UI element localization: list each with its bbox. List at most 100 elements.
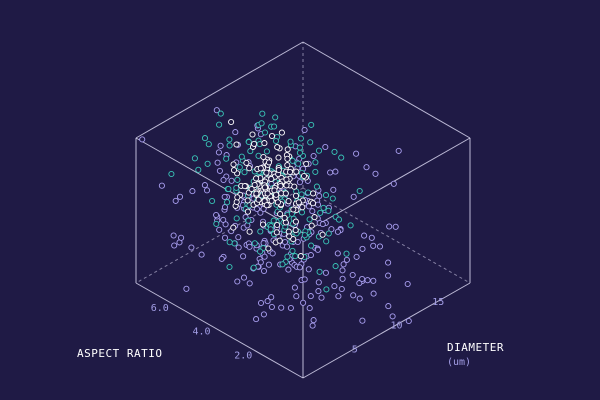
scatter-point [390, 180, 397, 187]
scatter-point [370, 277, 377, 284]
scatter-point [246, 243, 253, 250]
scatter-point [240, 253, 247, 260]
scatter-point [285, 266, 292, 273]
scatter-point [293, 293, 300, 300]
scatter-point [315, 279, 322, 286]
scatter-point [296, 144, 303, 151]
scatter-point [176, 193, 184, 200]
scatter-point [233, 184, 240, 191]
scatter-point [404, 280, 411, 288]
scatter-point [340, 261, 347, 268]
scatter-point [322, 192, 330, 199]
scatter-point [353, 253, 360, 260]
scatter-point [275, 154, 282, 161]
scatter-point [188, 244, 195, 251]
scatter-point [314, 201, 322, 208]
scatter-point [214, 159, 221, 166]
scatter-point [198, 251, 205, 258]
scatter-point [334, 250, 341, 257]
scatter-point [261, 129, 269, 136]
scatter-point [234, 278, 241, 285]
scatter-point [257, 299, 265, 307]
x-tick-label: 15 [432, 297, 444, 308]
scatter-point [253, 175, 260, 182]
scatter-point [264, 190, 271, 197]
scatter-point [312, 168, 319, 175]
scatter-point [310, 152, 317, 160]
scatter-point [279, 261, 286, 268]
scatter-point [273, 191, 280, 198]
scatter-point [268, 294, 275, 301]
scatter-point [233, 215, 240, 222]
scatter-point [305, 266, 312, 273]
hex-edge-bottom-right [302, 282, 471, 379]
scatter-point [319, 221, 326, 228]
scatter-point [314, 246, 321, 253]
scatter-point [260, 311, 267, 318]
scatter-point [253, 205, 261, 213]
scatter-point [372, 170, 379, 177]
scatter-point [291, 284, 298, 291]
scatter-point [284, 146, 291, 153]
scatter-point [277, 210, 284, 218]
scatter-point [247, 148, 254, 155]
scatter-point [230, 161, 237, 168]
scatter-point [217, 110, 224, 117]
scatter-point [244, 208, 251, 215]
scatter-point [308, 222, 315, 229]
scatter-point [213, 107, 220, 114]
scatter-point [283, 243, 291, 250]
scatter-point [276, 237, 283, 244]
scatter-point [286, 233, 293, 240]
scatter-point [370, 290, 377, 297]
scatter-point [259, 221, 267, 228]
scatter-point [322, 269, 329, 276]
scatter-point [300, 299, 307, 306]
scatter-point [170, 232, 177, 239]
scatter-point [332, 168, 339, 175]
scatter-point [338, 285, 345, 293]
scatter-point [272, 137, 280, 145]
scatter-point [291, 183, 298, 190]
scatter-point [278, 129, 285, 136]
x-tick-label: 10 [390, 321, 402, 332]
scatter-point [240, 274, 248, 281]
scatter-point [305, 189, 312, 196]
scatter-point [356, 280, 363, 287]
scatter-point [295, 160, 302, 167]
scatter-point [235, 244, 242, 251]
scatter-point [243, 159, 250, 166]
scatter-point [201, 182, 208, 189]
scatter-point [307, 293, 314, 300]
scatter-point [263, 202, 270, 209]
scatter-point [287, 138, 294, 145]
scatter-point [204, 160, 211, 167]
scatter-point [259, 110, 266, 117]
scatter-point [191, 155, 198, 162]
scatter-point [349, 271, 356, 279]
scatter-point [183, 285, 190, 292]
hex-edge-top-left [135, 41, 304, 139]
scatter-point [364, 277, 371, 284]
scatter-point [297, 253, 304, 260]
scatter-point [257, 209, 264, 216]
scatter-point [257, 248, 264, 255]
hex-edge-top-right [302, 41, 471, 139]
scatter-point [216, 226, 223, 233]
scatter-point [281, 214, 288, 221]
scatter-point [284, 253, 291, 260]
scatter-point [251, 140, 258, 147]
scatter-point [273, 229, 280, 236]
scatter-point [249, 131, 256, 138]
scatter-point [361, 232, 368, 239]
scatter-point [213, 220, 220, 227]
scatter-point [292, 253, 299, 260]
scatter-point [221, 204, 229, 211]
scatter-point [323, 238, 330, 245]
scatter-point [353, 150, 360, 157]
scatter-point [277, 182, 284, 190]
scatter-point [331, 148, 338, 155]
scatter-point [385, 259, 392, 266]
scatter-point [301, 276, 308, 283]
scatter-point [226, 142, 233, 149]
